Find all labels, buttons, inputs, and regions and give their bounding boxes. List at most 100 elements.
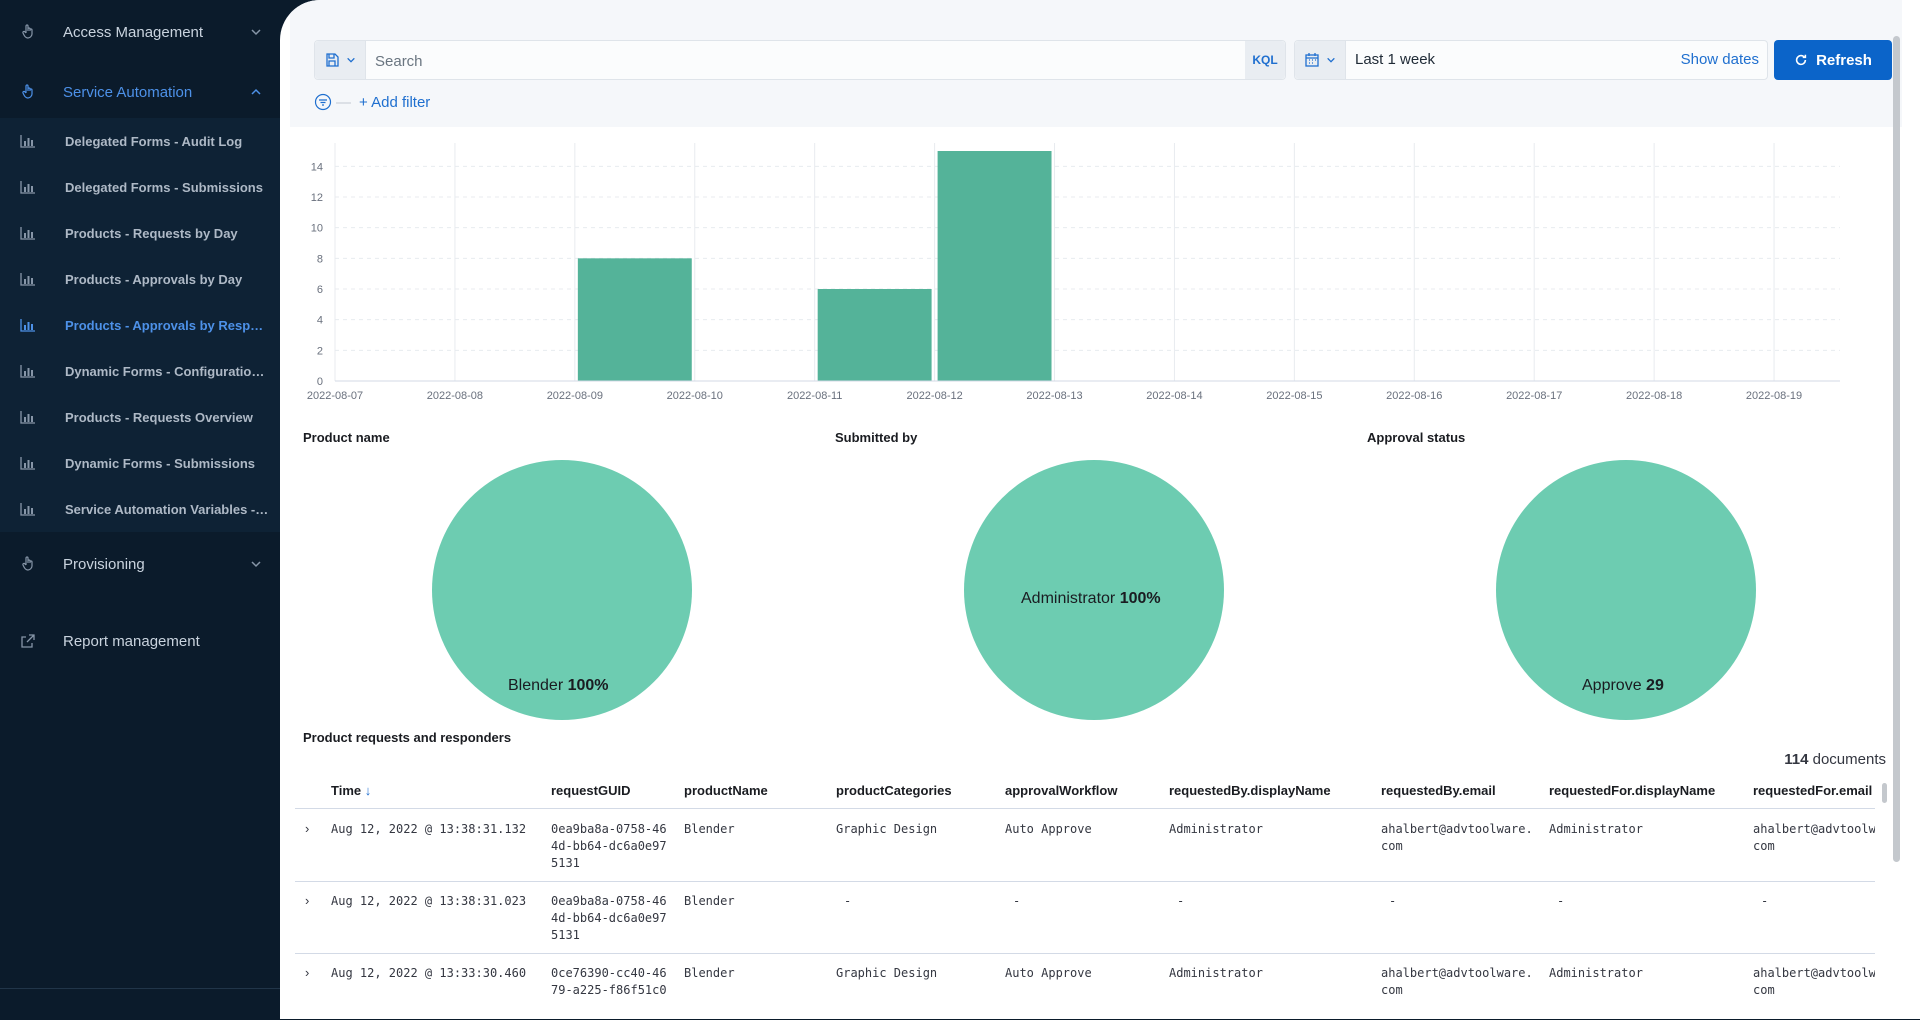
cell-line: com [1753, 839, 1775, 853]
sidebar-item[interactable]: Service Automation Variables - Overview [0, 486, 280, 532]
pie-title-product-name: Product name [303, 430, 390, 445]
cell-line: 0ea9ba8a-0758-46 [551, 822, 667, 836]
add-filter-button[interactable]: + Add filter [359, 93, 431, 111]
cell-requested-by-email: - [1389, 893, 1396, 910]
column-header[interactable]: requestGUID [551, 783, 631, 798]
count-value: 114 [1784, 751, 1809, 768]
cell-line: 5131 [551, 928, 580, 942]
column-header[interactable]: requestedBy.displayName [1169, 783, 1331, 798]
sidebar-item[interactable]: Dynamic Forms - Submissions [0, 440, 280, 486]
requests-bar-chart: 0 2 4 6 8 10 12 14 2022-08-07 2022-08-08 2022-08-0… [307, 143, 1840, 402]
x-tick-label: 2022-08-12 [906, 390, 962, 402]
nav-report-management[interactable]: Report management [0, 613, 280, 669]
count-suffix: documents [1812, 751, 1886, 768]
x-tick-label: 2022-08-11 [787, 390, 842, 402]
x-tick-label: 2022-08-07 [307, 390, 363, 402]
sidebar-item[interactable]: Products - Approvals by Responder [0, 302, 280, 348]
date-range-value[interactable]: Last 1 week [1355, 51, 1436, 68]
y-tick-label: 8 [317, 253, 323, 265]
nav-section-provisioning[interactable]: Provisioning [0, 536, 280, 592]
document-count: 114 documents [1784, 751, 1886, 768]
documents-table: Time ↓ requestGUID productName productCa… [295, 770, 1887, 1019]
sidebar: Access Management Service Automation Del… [0, 0, 280, 1019]
sidebar-item[interactable]: Products - Requests by Day [0, 210, 280, 256]
table-row[interactable]: › Aug 12, 2022 @ 13:38:31.023 0ea9ba8a-075… [295, 881, 1875, 954]
page-scrollbar[interactable] [1893, 36, 1900, 862]
cell-line: 79-a225-f86f51c0 [551, 983, 667, 997]
slice-name: Blender [508, 677, 564, 694]
bar[interactable] [577, 258, 692, 381]
column-header[interactable]: productCategories [836, 783, 952, 798]
chevron-down-icon [251, 29, 261, 36]
search-input[interactable] [373, 41, 1217, 81]
nav-section-service-automation[interactable]: Service Automation [0, 64, 280, 120]
expand-row-icon[interactable]: › [305, 965, 310, 980]
nav-section-access-management[interactable]: Access Management [0, 4, 280, 60]
sidebar-item-label: Service Automation Variables - Overview [65, 501, 270, 517]
cell-approval-workflow: Auto Approve [1005, 966, 1092, 980]
sidebar-item-label: Dynamic Forms - Submissions [65, 455, 255, 471]
cell-product-categories: Graphic Design [836, 966, 938, 980]
pie-product-name[interactable] [432, 460, 692, 720]
y-tick-label: 12 [311, 192, 323, 204]
sidebar-item[interactable]: Delegated Forms - Audit Log [0, 118, 280, 164]
cell-requested-for-name: - [1557, 894, 1565, 908]
cell-requested-for-name: Administrator [1549, 966, 1643, 980]
service-automation-submenu: Delegated Forms - Audit Log Delegated For… [0, 118, 280, 532]
table-row[interactable]: › Aug 12, 2022 @ 13:33:30.460 0ce76390-cc4… [295, 953, 1875, 1019]
cell-approval-workflow: Auto Approve [1005, 822, 1092, 836]
table-scrollbar[interactable] [1882, 783, 1887, 803]
y-tick-label: 6 [317, 284, 323, 296]
sidebar-item-label: Products - Approvals by Day [65, 271, 243, 287]
save-icon [326, 53, 339, 67]
x-tick-label: 2022-08-16 [1386, 390, 1442, 402]
column-header-time[interactable]: Time ↓ [331, 783, 371, 798]
sidebar-item[interactable]: Dynamic Forms - Configuration Overview [0, 348, 280, 394]
nav-section-label: Report management [63, 632, 200, 650]
cell-line: 4d-bb64-dc6a0e97 [551, 911, 667, 925]
chevron-down-icon [1327, 57, 1335, 63]
bar-chart-icon [20, 319, 35, 332]
x-tick-label: 2022-08-09 [547, 390, 603, 402]
table-row[interactable]: › Aug 12, 2022 @ 13:38:31.132 0ea9ba8a-075… [295, 809, 1875, 882]
cell-line: ahalbert@advtoolware. [1381, 822, 1533, 836]
saved-query-button[interactable] [315, 41, 366, 79]
bar[interactable] [937, 151, 1052, 381]
pie-submitted-by[interactable] [964, 460, 1224, 720]
column-header[interactable]: productName [684, 783, 768, 798]
slice-value: 29 [1646, 677, 1664, 694]
sidebar-item[interactable]: Delegated Forms - Submissions [0, 164, 280, 210]
sidebar-item-label: Products - Requests by Day [65, 225, 238, 241]
bar-chart-icon [20, 135, 35, 148]
quick-select-button[interactable] [1295, 41, 1346, 79]
y-tick-label: 2 [317, 345, 323, 357]
kql-toggle-button[interactable]: KQL [1245, 41, 1285, 79]
column-header[interactable]: requestedFor.displayName [1549, 783, 1716, 798]
column-header[interactable]: requestedBy.email [1381, 783, 1496, 798]
refresh-button[interactable]: Refresh [1774, 40, 1892, 80]
filter-options-icon[interactable] [314, 93, 332, 111]
cell-requested-by-name: Administrator [1169, 822, 1263, 836]
column-header[interactable]: approvalWorkflow [1005, 783, 1118, 798]
arrow-down-icon[interactable]: ↓ [364, 783, 372, 798]
refresh-icon [1795, 54, 1807, 66]
pie-title-approval-status: Approval status [1367, 430, 1466, 445]
chevron-down-icon [251, 561, 261, 568]
sidebar-item[interactable]: Products - Requests Overview [0, 394, 280, 440]
bar[interactable] [817, 289, 932, 381]
expand-row-icon[interactable]: › [305, 821, 310, 836]
cell-request-guid: 0ea9ba8a-0758-46 4d-bb64-dc6a0e97 5131 [551, 821, 667, 872]
bar-chart-icon [20, 503, 35, 516]
expand-row-icon[interactable]: › [305, 893, 310, 908]
sidebar-item-label: Dynamic Forms - Configuration Overview [65, 363, 270, 379]
show-dates-link[interactable]: Show dates [1680, 51, 1759, 68]
column-header[interactable]: requestedFor.email [1753, 783, 1873, 798]
x-tick-label: 2022-08-14 [1146, 390, 1202, 402]
sidebar-item[interactable]: Products - Approvals by Day [0, 256, 280, 302]
cell-line: com [1381, 983, 1403, 997]
bar-chart-icon [20, 181, 35, 194]
bar-chart-icon [20, 273, 35, 286]
y-tick-label: 0 [317, 376, 323, 388]
cell-line: 0ce76390-cc40-46 [551, 966, 667, 980]
pie-approval-status[interactable] [1496, 460, 1756, 720]
